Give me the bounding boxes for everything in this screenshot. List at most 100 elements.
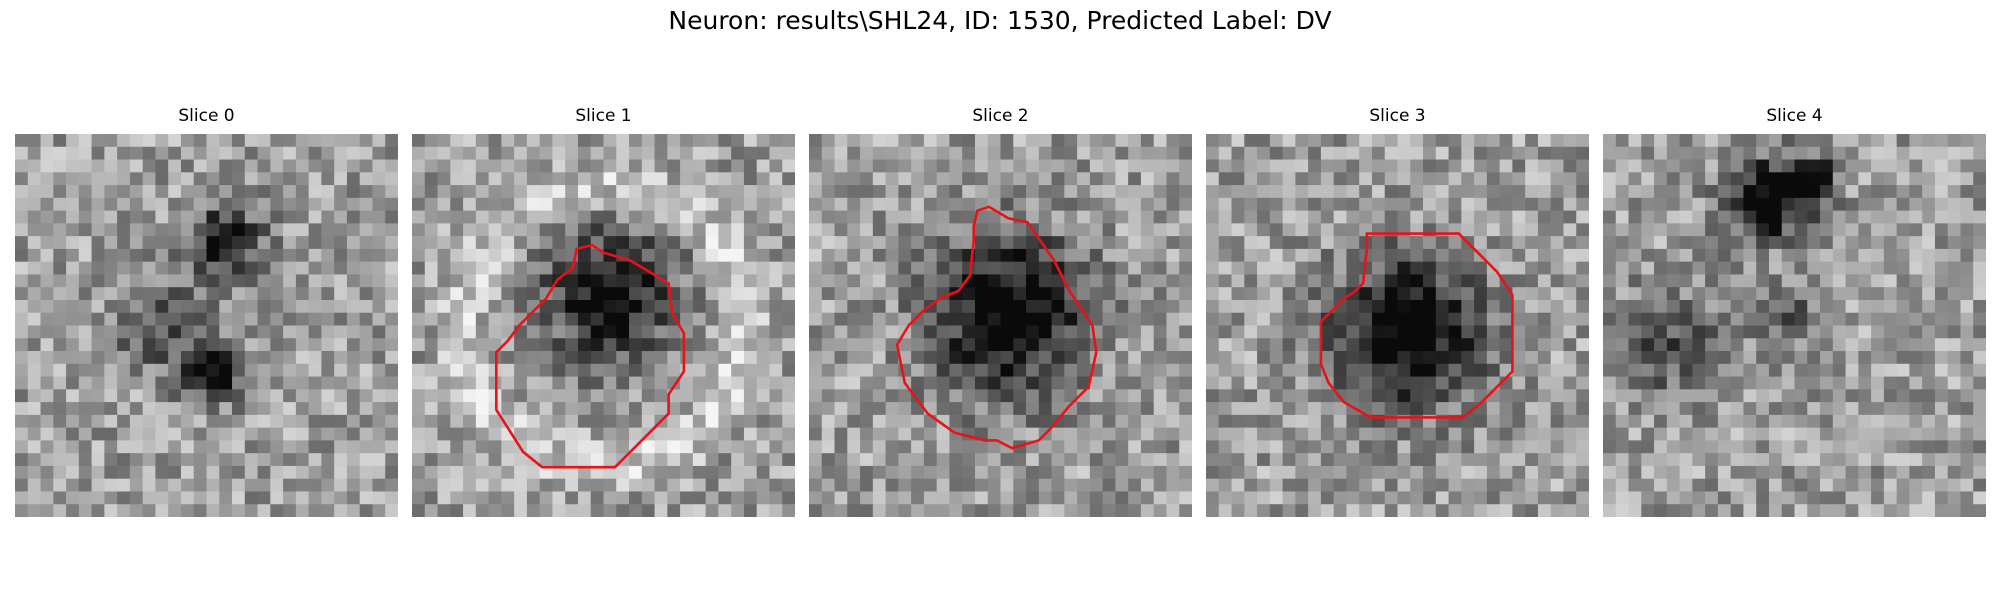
pixel — [1410, 210, 1424, 224]
pixel — [936, 236, 950, 250]
pixel — [1244, 414, 1258, 429]
pixel — [1320, 427, 1335, 441]
pixel — [155, 440, 169, 454]
pixel — [463, 274, 477, 288]
pixel — [962, 274, 976, 288]
pixel — [104, 312, 118, 326]
pixel — [1641, 427, 1655, 441]
pixel — [1717, 453, 1732, 467]
pixel — [590, 274, 604, 288]
pixel — [949, 223, 963, 237]
pixel — [334, 338, 348, 352]
pixel — [962, 185, 976, 199]
pixel — [1333, 440, 1347, 454]
pixel — [1641, 223, 1655, 237]
pixel — [1333, 146, 1347, 161]
pixel — [1832, 210, 1847, 224]
pixel — [53, 248, 67, 263]
pixel — [756, 351, 770, 365]
slice-title: Slice 3 — [1369, 106, 1426, 126]
pixel — [1064, 312, 1078, 326]
pixel — [1896, 248, 1910, 263]
pixel — [1730, 248, 1744, 263]
pixel — [53, 299, 67, 314]
pixel — [911, 453, 925, 467]
pixel — [1781, 197, 1795, 212]
pixel — [463, 312, 477, 326]
pixel — [463, 440, 477, 454]
pixel — [53, 236, 67, 250]
pixel — [1576, 248, 1589, 263]
pixel — [629, 504, 643, 517]
pixel — [782, 223, 795, 237]
pixel — [1474, 172, 1488, 186]
pixel — [936, 402, 950, 416]
pixel — [1845, 197, 1859, 212]
pixel — [743, 146, 758, 161]
pixel — [334, 491, 348, 505]
pixel — [385, 376, 398, 390]
pixel — [1153, 236, 1167, 250]
pixel — [283, 197, 297, 212]
pixel — [1692, 274, 1706, 288]
pixel — [514, 248, 528, 263]
pixel — [463, 159, 477, 173]
pixel — [1820, 261, 1834, 275]
pixel — [270, 172, 284, 186]
pixel — [104, 210, 118, 224]
pixel — [1628, 440, 1642, 454]
pixel — [809, 363, 823, 378]
pixel — [270, 363, 284, 378]
pixel — [1051, 427, 1065, 441]
pixel — [1820, 299, 1834, 314]
pixel — [1525, 465, 1539, 480]
pixel — [1128, 325, 1142, 339]
pixel — [232, 210, 246, 224]
pixel — [1717, 325, 1732, 339]
pixel — [1563, 312, 1577, 326]
pixel — [129, 274, 144, 288]
pixel — [257, 146, 271, 161]
pixel — [565, 363, 579, 378]
pixel — [385, 185, 398, 199]
pixel — [1563, 287, 1577, 301]
slice-image — [15, 134, 398, 517]
pixel — [1333, 402, 1347, 416]
pixel — [463, 236, 477, 250]
pixel — [834, 351, 848, 365]
pixel — [117, 504, 131, 517]
pixel — [923, 504, 938, 517]
pixel — [1038, 402, 1053, 416]
pixel — [1705, 440, 1719, 454]
pixel — [860, 376, 874, 390]
pixel — [1115, 236, 1129, 250]
pixel — [1486, 465, 1501, 480]
pixel — [718, 261, 732, 275]
pixel — [270, 274, 284, 288]
pixel — [1666, 351, 1681, 365]
pixel — [232, 236, 246, 250]
pixel — [898, 402, 912, 416]
pixel — [117, 248, 131, 263]
pixel — [1000, 504, 1014, 517]
pixel — [1807, 453, 1821, 467]
pixel — [1474, 440, 1488, 454]
pixel — [1666, 197, 1681, 212]
pixel — [1615, 402, 1630, 416]
pixel — [769, 248, 783, 263]
pixel — [565, 376, 579, 390]
pixel — [514, 402, 528, 416]
pixel — [1807, 491, 1821, 505]
pixel — [680, 299, 694, 314]
pixel — [1603, 376, 1617, 390]
pixel — [1346, 491, 1360, 505]
pixel — [1756, 491, 1770, 505]
pixel — [1883, 197, 1898, 212]
pixel — [450, 440, 464, 454]
pixel — [1206, 146, 1220, 161]
pixel — [1525, 389, 1539, 403]
pixel — [450, 402, 464, 416]
pixel — [1371, 351, 1386, 365]
pixel — [1525, 376, 1539, 390]
pixel — [1244, 402, 1258, 416]
